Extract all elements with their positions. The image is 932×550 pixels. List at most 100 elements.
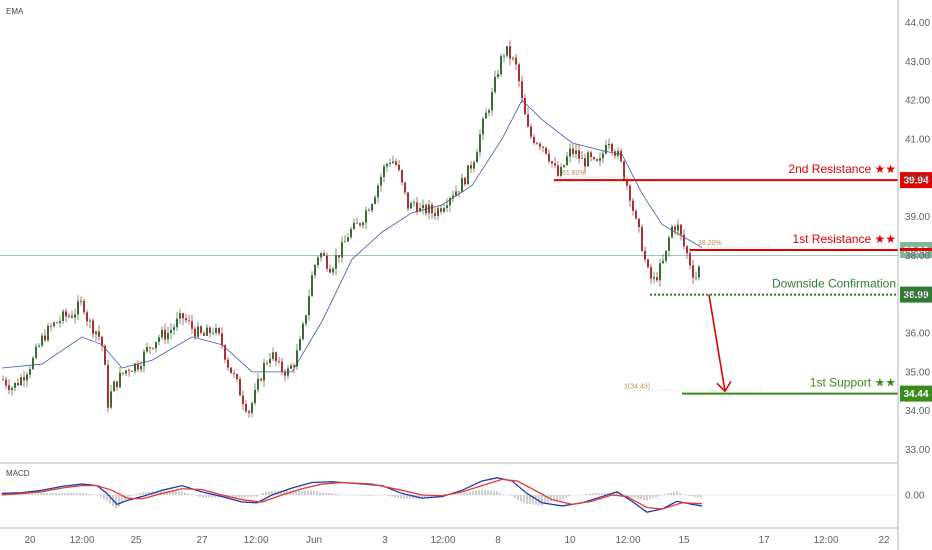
candle-body xyxy=(353,222,355,230)
candle-body xyxy=(149,347,151,349)
levels: 2nd Resistance ★★ 39.94 61.80% 1st Resistan… xyxy=(554,162,932,402)
candle-body xyxy=(5,379,7,386)
candle-body xyxy=(551,161,553,164)
candle-body xyxy=(239,379,241,396)
candle-body xyxy=(71,315,73,318)
candle-body xyxy=(572,148,574,154)
candle-body xyxy=(74,314,76,318)
candle-body xyxy=(668,237,670,251)
candle-body xyxy=(320,253,322,258)
candle-body xyxy=(230,367,232,374)
candle-body xyxy=(533,136,535,144)
candle-body xyxy=(680,224,682,235)
candle-body xyxy=(335,255,337,269)
candle-body xyxy=(512,57,514,59)
y-tick-label: 41.00 xyxy=(905,134,930,145)
candle-body xyxy=(350,229,352,238)
candle-body xyxy=(317,257,319,265)
candle-body xyxy=(56,322,58,324)
price-badge xyxy=(900,286,932,303)
x-tick-label: 12:00 xyxy=(243,535,268,546)
candle-body xyxy=(686,246,688,254)
candle-body xyxy=(347,237,349,242)
candle-body xyxy=(599,158,601,161)
macd-pane: 0.00 xyxy=(0,477,925,513)
candle-body xyxy=(2,379,4,381)
candle-body xyxy=(557,165,559,176)
candle-body xyxy=(524,98,526,115)
candle-body xyxy=(386,164,388,167)
candle-body xyxy=(563,165,565,168)
candle-body xyxy=(155,341,157,349)
macd-y-tick: 0.00 xyxy=(905,491,925,502)
candle-body xyxy=(89,320,91,322)
candle-body xyxy=(503,55,505,57)
candle-body xyxy=(566,156,568,166)
x-tick-label: 10 xyxy=(564,535,576,546)
candle-body xyxy=(539,143,541,147)
candle-body xyxy=(530,126,532,137)
candle-body xyxy=(266,362,268,364)
candle-body xyxy=(398,164,400,171)
candle-body xyxy=(428,204,430,214)
candle-body xyxy=(443,207,445,212)
candle-body xyxy=(227,359,229,368)
candle-body xyxy=(467,165,469,185)
candle-body xyxy=(425,205,427,214)
candle-body xyxy=(389,162,391,165)
candle-body xyxy=(302,323,304,340)
level-label: 2nd Resistance ★★ xyxy=(788,162,896,176)
candle-body xyxy=(617,150,619,156)
candle-body xyxy=(683,234,685,247)
candle-body xyxy=(590,152,592,158)
candle-body xyxy=(11,387,13,390)
price-badge xyxy=(900,385,932,402)
candle-body xyxy=(392,161,394,163)
candle-body xyxy=(602,153,604,159)
y-tick-label: 37.00 xyxy=(905,290,930,301)
candle-body xyxy=(404,182,406,193)
candle-body xyxy=(653,277,655,279)
candle-body xyxy=(305,315,307,324)
candle-body xyxy=(188,320,190,322)
candle-body xyxy=(95,331,97,334)
candle-body xyxy=(482,118,484,135)
candle-body xyxy=(344,241,346,243)
candle-body xyxy=(545,147,547,154)
candle-body xyxy=(191,321,193,329)
candle-body xyxy=(17,382,19,386)
candle-body xyxy=(593,157,595,160)
y-tick-label: 36.00 xyxy=(905,329,930,340)
indicator-label: EMA xyxy=(6,7,24,16)
candle-body xyxy=(218,327,220,334)
x-tick-label: 12:00 xyxy=(430,535,455,546)
candle-body xyxy=(77,301,79,315)
candle-body xyxy=(44,335,46,341)
candle-body xyxy=(137,363,139,370)
y-tick-label: 33.00 xyxy=(905,445,930,456)
candle-body xyxy=(578,150,580,159)
candle-body xyxy=(569,148,571,157)
candle-body xyxy=(479,134,481,153)
signal-line xyxy=(1,478,703,510)
candle-body xyxy=(605,145,607,154)
x-tick-label: 15 xyxy=(678,535,690,546)
y-tick-label: 43.00 xyxy=(905,57,930,68)
candle-body xyxy=(635,210,637,219)
candle-body xyxy=(164,329,166,340)
x-tick-label: 25 xyxy=(130,535,142,546)
candle-body xyxy=(257,378,259,390)
candle-body xyxy=(38,345,40,347)
candle-body xyxy=(362,222,364,226)
price-badge-text: 36.99 xyxy=(903,290,928,301)
x-tick-label: 12:00 xyxy=(813,535,838,546)
candle-body xyxy=(689,253,691,266)
x-tick-label: 8 xyxy=(495,535,501,546)
candle-body xyxy=(161,329,163,338)
candle-body xyxy=(32,357,34,370)
candle-body xyxy=(8,385,10,390)
x-tick-label: 12:00 xyxy=(615,535,640,546)
candle-body xyxy=(41,335,43,346)
price-badge-text: 39.94 xyxy=(903,176,928,187)
